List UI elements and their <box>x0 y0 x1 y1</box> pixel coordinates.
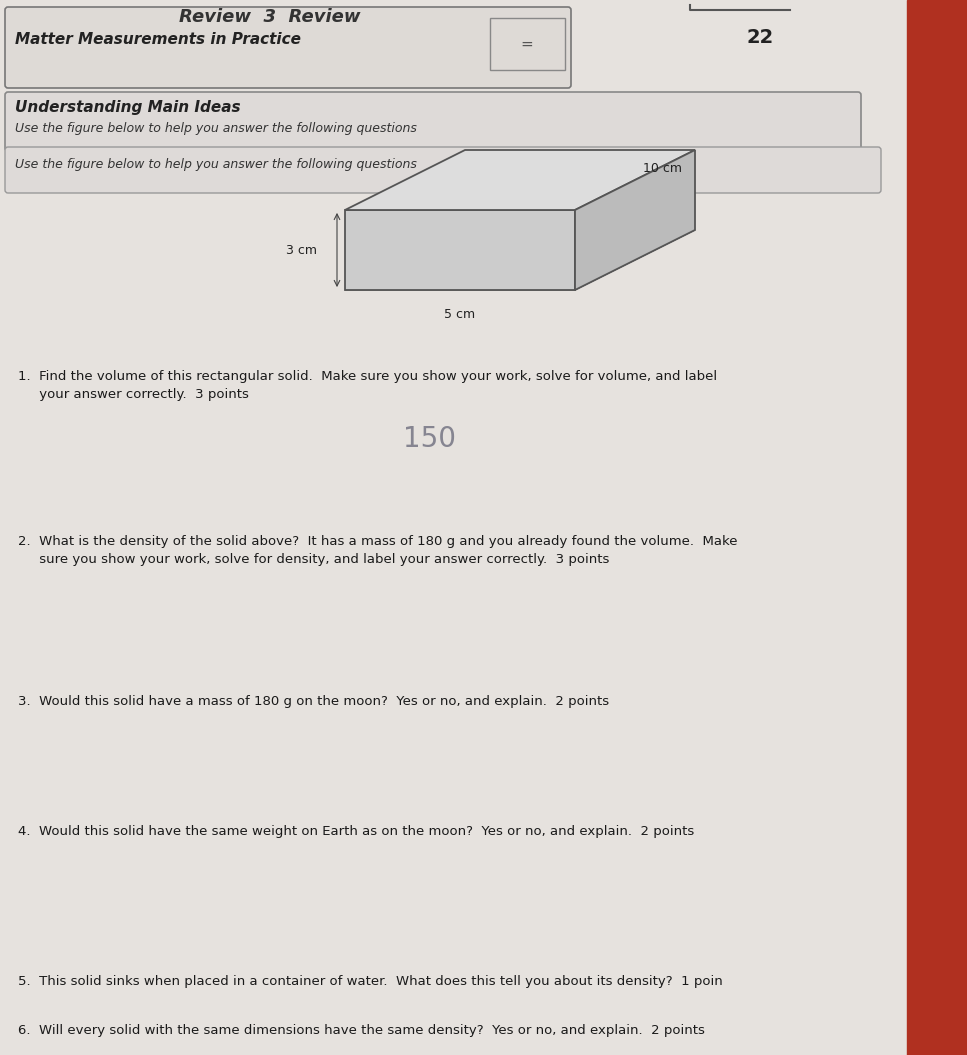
Text: Review  3  Review: Review 3 Review <box>179 8 361 26</box>
Text: 3.  Would this solid have a mass of 180 g on the moon?  Yes or no, and explain. : 3. Would this solid have a mass of 180 g… <box>18 695 609 708</box>
Text: Matter Measurements in Practice: Matter Measurements in Practice <box>15 32 301 47</box>
Text: 5.  This solid sinks when placed in a container of water.  What does this tell y: 5. This solid sinks when placed in a con… <box>18 975 722 987</box>
FancyBboxPatch shape <box>5 7 571 88</box>
Polygon shape <box>345 230 695 290</box>
Text: 3 cm: 3 cm <box>286 244 317 256</box>
Polygon shape <box>575 150 695 290</box>
Polygon shape <box>345 210 575 290</box>
FancyBboxPatch shape <box>5 147 881 193</box>
Text: 2.  What is the density of the solid above?  It has a mass of 180 g and you alre: 2. What is the density of the solid abov… <box>18 535 738 565</box>
Text: Use the figure below to help you answer the following questions: Use the figure below to help you answer … <box>15 158 417 171</box>
FancyBboxPatch shape <box>5 92 861 151</box>
Text: 5 cm: 5 cm <box>445 308 476 321</box>
Text: Use the figure below to help you answer the following questions: Use the figure below to help you answer … <box>15 122 417 135</box>
Bar <box>490 18 565 70</box>
Text: 4.  Would this solid have the same weight on Earth as on the moon?  Yes or no, a: 4. Would this solid have the same weight… <box>18 825 694 838</box>
Text: =: = <box>520 37 534 52</box>
Text: 150: 150 <box>403 425 456 453</box>
Text: 22: 22 <box>747 28 774 47</box>
Text: 6.  Will every solid with the same dimensions have the same density?  Yes or no,: 6. Will every solid with the same dimens… <box>18 1024 705 1037</box>
Text: Understanding Main Ideas: Understanding Main Ideas <box>15 100 241 115</box>
Bar <box>907 0 967 1055</box>
Text: 1.  Find the volume of this rectangular solid.  Make sure you show your work, so: 1. Find the volume of this rectangular s… <box>18 370 718 401</box>
Polygon shape <box>345 150 695 210</box>
Text: 10 cm: 10 cm <box>643 162 682 175</box>
